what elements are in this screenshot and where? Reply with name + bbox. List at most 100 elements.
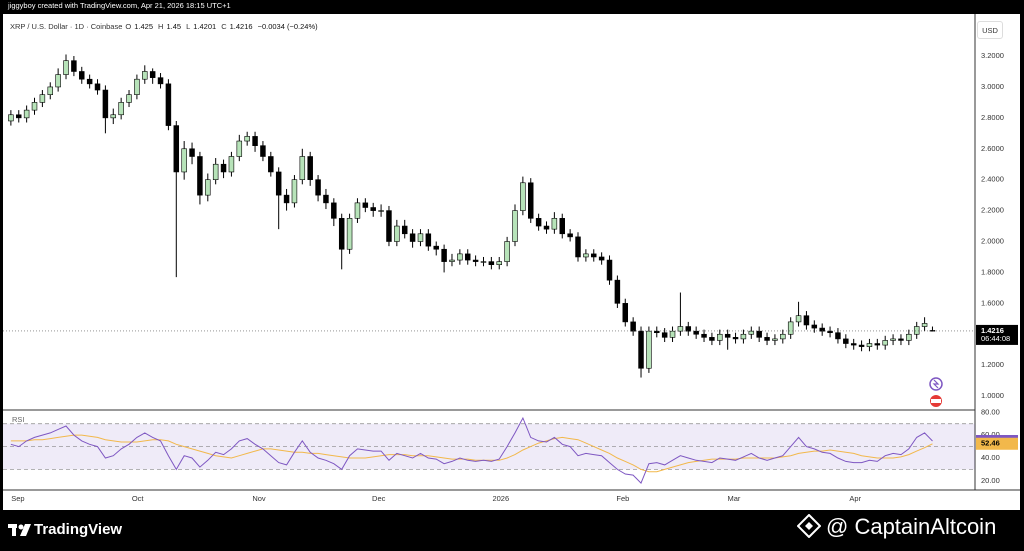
y-tick-label: 3.2000: [981, 51, 1004, 60]
candle-body: [8, 114, 14, 122]
ohlc-value: 1.4216: [229, 22, 253, 31]
candle-body: [874, 343, 881, 346]
x-tick-label: Nov: [252, 494, 266, 503]
candle-body: [252, 136, 258, 146]
candle-body: [677, 326, 684, 332]
candle-body: [843, 338, 849, 344]
x-tick-label: Feb: [616, 494, 629, 503]
candle-body: [772, 338, 778, 341]
x-tick-label: Apr: [849, 494, 861, 503]
icon-core: [805, 522, 813, 530]
change: −0.0034 (−0.24%): [257, 22, 318, 31]
candle-body: [921, 323, 928, 327]
candle-body: [338, 218, 345, 250]
candle-body: [551, 218, 558, 230]
candle-body: [732, 337, 739, 340]
ohlc-value: 1.45: [166, 22, 182, 31]
candle-body: [244, 136, 250, 142]
y-tick-label: 3.0000: [981, 82, 1004, 91]
ohlc-value: 1.4201: [193, 22, 217, 31]
candle-body: [669, 330, 676, 338]
candle-body: [709, 337, 715, 341]
credit: @ CaptainAltcoin: [826, 514, 997, 539]
candle-body: [795, 315, 802, 323]
candle-body: [630, 321, 636, 332]
candle-body: [173, 125, 180, 173]
price-tag: [976, 324, 1018, 345]
rsi-tick-label: 20.00: [981, 476, 1000, 485]
candle-body: [79, 71, 85, 80]
credit-icon: [797, 514, 821, 538]
y-tick-label: 2.4000: [981, 175, 1004, 184]
candle-body: [858, 344, 865, 347]
candle-body: [504, 241, 510, 262]
candle-body: [433, 245, 439, 250]
candle-body: [480, 261, 487, 263]
candle-body: [701, 333, 707, 338]
rsi-tick-label: 40.00: [981, 453, 1000, 462]
candle-body: [425, 233, 432, 247]
candle-body: [47, 86, 54, 95]
candle-body: [63, 60, 69, 75]
candle-body: [543, 225, 550, 230]
candle-body: [331, 202, 337, 219]
candle-body: [354, 202, 361, 219]
candle-body: [197, 156, 203, 196]
flag-stripe: [931, 399, 941, 403]
candle-body: [472, 259, 479, 262]
logo-part: [18, 524, 24, 530]
candle-body: [307, 156, 313, 180]
chart-background: [3, 14, 1020, 510]
candle-body: [346, 218, 353, 250]
candle-body: [157, 77, 164, 85]
y-tick-label: 2.0000: [981, 236, 1004, 245]
rsi-ma-tag: [976, 437, 1018, 450]
candle-body: [378, 210, 384, 212]
candle-body: [717, 333, 723, 341]
candle-body: [850, 343, 857, 346]
symbol: XRP / U.S. Dollar · 1D · Coinbase: [10, 22, 123, 31]
ohlc-label: O: [125, 22, 132, 31]
candle-body: [118, 102, 124, 116]
candle-body: [520, 182, 526, 211]
legend: XRP / U.S. Dollar · 1D · Coinbase O 1.425…: [10, 22, 320, 31]
event-icons: [929, 377, 943, 407]
x-tick-label: Sep: [11, 494, 24, 503]
candle-body: [488, 261, 495, 266]
candle-body: [646, 330, 652, 369]
candle-body: [370, 207, 376, 211]
rsi-tick-label: 60.00: [981, 430, 1000, 439]
x-tick-label: 2026: [492, 494, 509, 503]
countdown: 06:44:08: [981, 334, 1010, 343]
candle-body: [283, 194, 290, 204]
candle-body: [803, 315, 810, 326]
brand-logo: [8, 524, 31, 536]
candle-body: [401, 225, 408, 235]
candle-body: [181, 148, 187, 173]
candle-body: [71, 60, 77, 72]
candle-body: [102, 89, 109, 119]
candle-body: [535, 218, 542, 227]
currency-button[interactable]: USD: [977, 21, 1003, 39]
candle-body: [764, 337, 770, 341]
icon-outline: [797, 514, 821, 538]
x-tick-label: Mar: [728, 494, 741, 503]
logo-part: [12, 524, 16, 536]
ohlc-label: L: [186, 22, 191, 31]
x-tick-label: Oct: [132, 494, 145, 503]
y-tick-label: 2.2000: [981, 206, 1004, 215]
candle-body: [457, 253, 463, 261]
candle-body: [315, 179, 321, 196]
candle-body: [559, 218, 565, 235]
candle-body: [409, 233, 416, 242]
brand: TradingView: [34, 521, 123, 538]
candle-body: [575, 236, 581, 258]
y-tick-label: 1.0000: [981, 391, 1004, 400]
candle-body: [913, 326, 920, 335]
candle-body: [583, 253, 589, 258]
candle-body: [882, 340, 888, 346]
candle-body: [496, 261, 502, 266]
candle-body: [55, 74, 61, 88]
candle-body: [394, 225, 400, 242]
